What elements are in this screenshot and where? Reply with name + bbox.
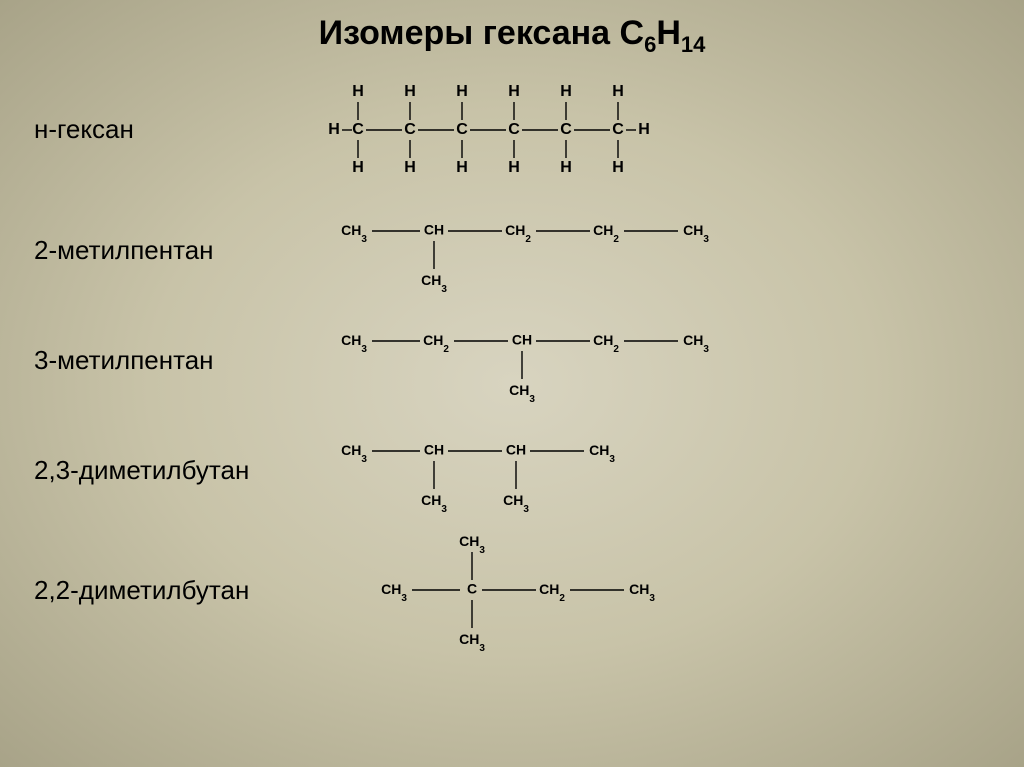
- atom-CH: CH: [424, 222, 444, 238]
- structure-diagram: CH3 CH CH CH3 CH3 CH3: [314, 421, 1004, 521]
- atom-C: C: [612, 121, 624, 138]
- 23-dimethylbutane-svg: CH3 CH CH CH3 CH3 CH3: [324, 421, 744, 521]
- atom-H: H: [456, 159, 468, 176]
- atom-CH3: CH3: [509, 382, 535, 405]
- 2-methylpentane-svg: CH3 CH CH2 CH2 CH3 CH3: [324, 201, 784, 301]
- atom-CH3: CH3: [341, 332, 367, 355]
- atom-CH3: CH3: [381, 581, 407, 604]
- isomer-label: н-гексан: [20, 114, 314, 145]
- atom-H: H: [560, 83, 572, 100]
- atom-H: H: [612, 159, 624, 176]
- label-italic: н: [34, 114, 48, 144]
- isomer-row: 3-метилпентан CH3 CH2 CH CH2 CH3 CH3: [20, 306, 1004, 416]
- carbon-chain: C H H C H H C: [352, 83, 624, 176]
- label-rest: -гексан: [48, 114, 134, 144]
- isomer-row: 2,2-диметилбутан CH3 C CH2 CH3 CH3 CH3: [20, 526, 1004, 656]
- atom-H: H: [328, 121, 340, 138]
- structure-diagram: CH3 C CH2 CH3 CH3 CH3: [314, 528, 1004, 654]
- isomer-label: 2,3-диметилбутан: [20, 455, 314, 486]
- atom-H: H: [508, 83, 520, 100]
- isomer-row: 2,3-диметилбутан CH3 CH CH CH3 CH3 CH3: [20, 416, 1004, 526]
- atom-CH3: CH3: [683, 332, 709, 355]
- atom-H: H: [404, 159, 416, 176]
- atom-CH3: CH3: [629, 581, 655, 604]
- atom-CH3: CH3: [421, 272, 447, 295]
- atom-C: C: [560, 121, 572, 138]
- isomer-row: 2-метилпентан CH3 CH CH2 CH2 C: [20, 196, 1004, 306]
- atom-CH2: CH2: [505, 222, 531, 245]
- atom-C: C: [352, 121, 364, 138]
- structure-diagram: H C H H C H: [314, 66, 1004, 194]
- structure-diagram: CH3 CH CH2 CH2 CH3 CH3: [314, 201, 1004, 301]
- atom-C: C: [456, 121, 468, 138]
- title-sub-2: 14: [681, 32, 705, 57]
- atom-CH2: CH2: [593, 222, 619, 245]
- atom-CH: CH: [424, 442, 444, 458]
- structure-diagram: CH3 CH2 CH CH2 CH3 CH3: [314, 311, 1004, 411]
- atom-H: H: [456, 83, 468, 100]
- atom-CH3: CH3: [459, 631, 485, 654]
- atom-H: H: [638, 121, 650, 138]
- atom-H: H: [612, 83, 624, 100]
- 3-methylpentane-svg: CH3 CH2 CH CH2 CH3 CH3: [324, 311, 804, 411]
- atom-CH3: CH3: [683, 222, 709, 245]
- atom-C: C: [508, 121, 520, 138]
- isomer-row: н-гексан H C H H: [20, 64, 1004, 196]
- title-sub-1: 6: [644, 32, 656, 57]
- page-title: Изомеры гексана C6H14: [0, 0, 1024, 64]
- isomer-label: 3-метилпентан: [20, 345, 314, 376]
- hexane-svg: H C H H C H: [324, 66, 744, 194]
- 22-dimethylbutane-svg: CH3 C CH2 CH3 CH3 CH3: [324, 528, 744, 654]
- atom-H: H: [508, 159, 520, 176]
- atom-H: H: [404, 83, 416, 100]
- atom-CH3: CH3: [341, 442, 367, 465]
- atom-CH: CH: [506, 442, 526, 458]
- title-text-2: H: [656, 14, 681, 52]
- atom-CH: CH: [512, 332, 532, 348]
- atom-CH3: CH3: [421, 492, 447, 515]
- isomer-label: 2-метилпентан: [20, 235, 314, 266]
- atom-H: H: [352, 159, 364, 176]
- atom-CH2: CH2: [539, 581, 565, 604]
- atom-H: H: [560, 159, 572, 176]
- atom-CH3: CH3: [341, 222, 367, 245]
- atom-H: H: [352, 83, 364, 100]
- atom-C: C: [404, 121, 416, 138]
- atom-CH3: CH3: [503, 492, 529, 515]
- atom-CH3: CH3: [589, 442, 615, 465]
- isomer-list: н-гексан H C H H: [0, 64, 1024, 656]
- atom-C: C: [467, 581, 477, 597]
- isomer-label: 2,2-диметилбутан: [20, 575, 314, 606]
- atom-CH2: CH2: [423, 332, 449, 355]
- atom-CH2: CH2: [593, 332, 619, 355]
- title-text-1: Изомеры гексана C: [319, 14, 644, 52]
